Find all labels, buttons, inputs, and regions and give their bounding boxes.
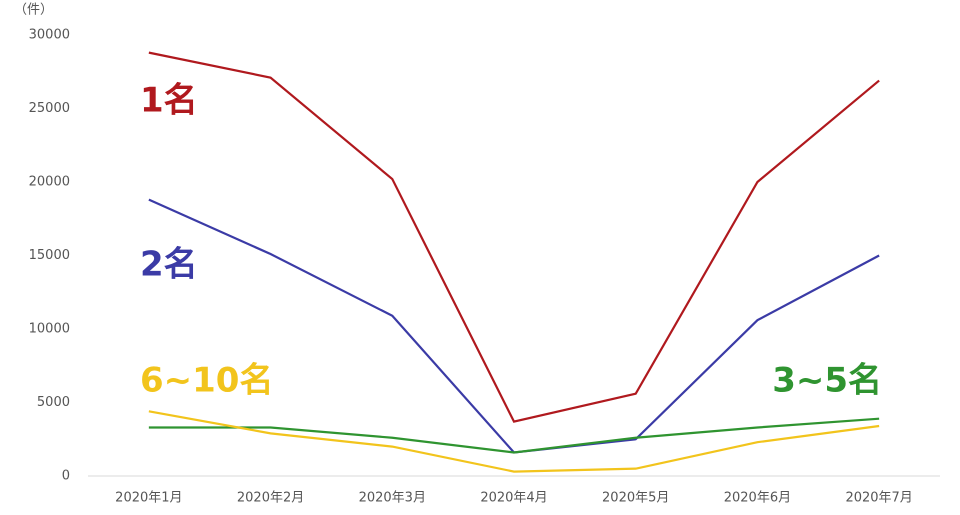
x-tick-label: 2020年2月 [237,491,304,506]
y-tick-label: 15000 [29,248,70,263]
x-tick-label: 2020年5月 [602,491,669,506]
series-line [148,198,880,454]
series-label: 3~5名 [772,361,882,401]
y-tick-label: 30000 [29,28,70,43]
series-line [148,417,880,454]
series-label: 2名 [140,245,198,285]
x-tick-label: 2020年1月 [115,491,182,506]
x-tick-label: 2020年6月 [724,491,791,506]
x-tick-label: 2020年3月 [359,491,426,506]
y-unit-label: （件） [14,3,53,18]
x-tick-label: 2020年7月 [845,491,912,506]
y-tick-label: 20000 [29,175,70,190]
y-tick-label: 0 [62,469,70,484]
x-tick-label: 2020年4月 [480,491,547,506]
series-line [148,410,880,473]
series-label: 1名 [140,81,198,121]
y-tick-label: 25000 [29,101,70,116]
y-tick-label: 5000 [37,395,70,410]
series-line [148,51,880,423]
y-tick-label: 10000 [29,322,70,337]
series-label: 6~10名 [140,361,273,401]
